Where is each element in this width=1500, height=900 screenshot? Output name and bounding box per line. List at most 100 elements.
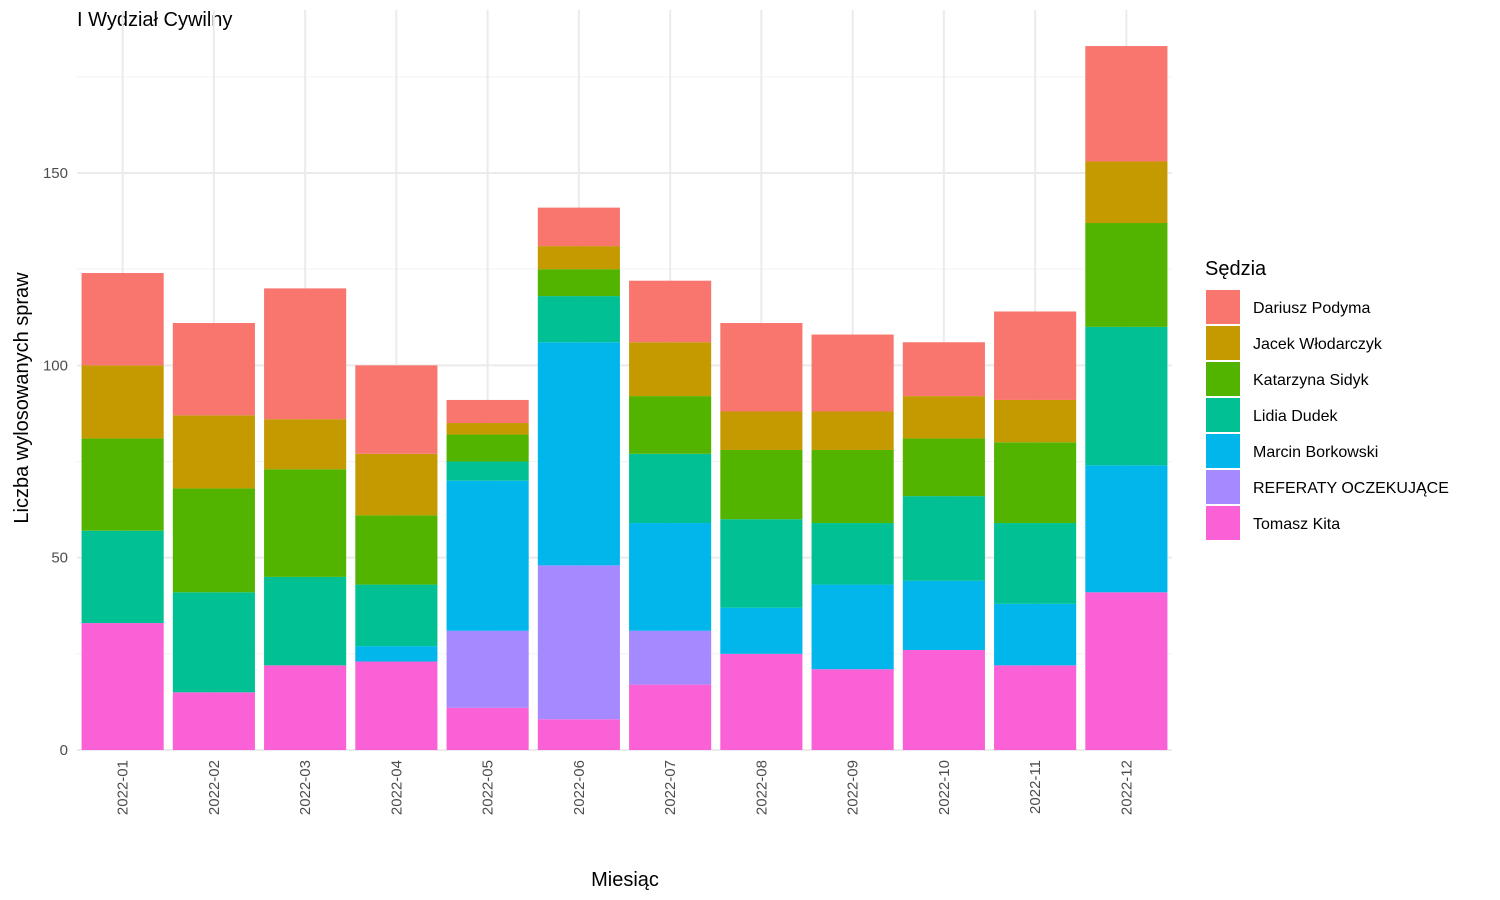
x-axis-title: Miesiąc bbox=[591, 869, 659, 891]
bar-segment bbox=[355, 365, 438, 454]
bar-segment bbox=[446, 399, 529, 424]
legend-label: Lidia Dudek bbox=[1253, 408, 1339, 425]
x-tick-label: 2022-07 bbox=[662, 760, 679, 815]
legend-swatch bbox=[1206, 326, 1240, 360]
legend-swatch bbox=[1206, 506, 1240, 540]
x-tick-label: 2022-06 bbox=[571, 760, 588, 815]
bar-segment bbox=[629, 280, 712, 343]
bar-segment bbox=[994, 603, 1077, 666]
bar-segment bbox=[629, 684, 712, 750]
bar-segment bbox=[1085, 46, 1168, 162]
bar-segment bbox=[172, 592, 255, 693]
bar-segment bbox=[902, 580, 985, 650]
bar-segment bbox=[172, 692, 255, 750]
bar-segment bbox=[902, 396, 985, 439]
bar-segment bbox=[902, 342, 985, 397]
x-tick-label: 2022-08 bbox=[753, 760, 770, 815]
bar-segment bbox=[172, 323, 255, 416]
bar-segment bbox=[446, 630, 529, 708]
bar-segment bbox=[720, 411, 803, 450]
bar-segment bbox=[355, 661, 438, 750]
bar-segment bbox=[811, 584, 894, 670]
bar-segment bbox=[1085, 161, 1168, 224]
bar-segment bbox=[355, 584, 438, 647]
legend-label: Tomasz Kita bbox=[1253, 516, 1340, 533]
x-tick-label: 2022-02 bbox=[206, 760, 223, 815]
y-tick-label: 50 bbox=[51, 550, 68, 567]
bar-segment bbox=[537, 269, 620, 297]
y-tick-label: 0 bbox=[60, 742, 68, 759]
bar-segment bbox=[264, 469, 347, 577]
bar-segment bbox=[537, 565, 620, 720]
bar-segment bbox=[720, 653, 803, 750]
bar-segment bbox=[446, 480, 529, 631]
bar-segment bbox=[446, 707, 529, 750]
bar-segment bbox=[629, 630, 712, 685]
bar-segment bbox=[537, 719, 620, 750]
bar-segment bbox=[355, 646, 438, 662]
x-axis-tick-labels: 2022-01 2022-02 2022-03 2022-04 2022-05 2022-… bbox=[115, 760, 1136, 815]
bar-segment bbox=[720, 607, 803, 654]
bar-segment bbox=[264, 288, 347, 420]
bar-segment bbox=[355, 515, 438, 585]
bars bbox=[81, 46, 1168, 750]
bar-segment bbox=[811, 334, 894, 412]
legend-label: Katarzyna Sidyk bbox=[1253, 372, 1370, 389]
x-tick-label: 2022-11 bbox=[1027, 760, 1044, 814]
bar-segment bbox=[1085, 465, 1168, 593]
legend-label: Dariusz Podyma bbox=[1253, 300, 1370, 317]
bar-segment bbox=[902, 496, 985, 581]
legend-swatch bbox=[1206, 290, 1240, 324]
y-axis-title: Liczba wylosowanych spraw bbox=[11, 272, 33, 524]
legend-label: REFERATY OCZEKUJĄCE bbox=[1253, 480, 1449, 497]
legend-swatch bbox=[1206, 362, 1240, 396]
bar-segment bbox=[1085, 592, 1168, 750]
bar-segment bbox=[537, 246, 620, 270]
bar-segment bbox=[902, 649, 985, 750]
chart-title: I Wydział Cywilny bbox=[77, 9, 232, 31]
bar-segment bbox=[720, 323, 803, 412]
x-tick-label: 2022-09 bbox=[845, 760, 862, 815]
bar-segment bbox=[902, 438, 985, 497]
x-tick-label: 2022-01 bbox=[115, 760, 132, 815]
bar-segment bbox=[172, 488, 255, 593]
bar-segment bbox=[1085, 223, 1168, 327]
legend-swatch bbox=[1206, 398, 1240, 432]
bar-segment bbox=[1085, 326, 1168, 466]
bar-segment bbox=[811, 411, 894, 450]
bar-segment bbox=[81, 530, 164, 624]
bar-segment bbox=[994, 665, 1077, 750]
bar-segment bbox=[629, 453, 712, 524]
y-tick-label: 100 bbox=[43, 357, 68, 374]
bar-segment bbox=[537, 207, 620, 247]
x-tick-label: 2022-05 bbox=[480, 760, 497, 815]
bar-segment bbox=[264, 576, 347, 666]
bar-segment bbox=[355, 453, 438, 516]
legend-label: Marcin Borkowski bbox=[1253, 444, 1378, 461]
bar-segment bbox=[446, 423, 529, 435]
x-tick-label: 2022-04 bbox=[388, 760, 405, 815]
bar-segment bbox=[446, 434, 529, 462]
bar-segment bbox=[994, 311, 1077, 400]
x-tick-label: 2022-12 bbox=[1118, 760, 1135, 815]
bar-segment bbox=[264, 419, 347, 470]
y-axis-tick-labels: 0 50 100 150 bbox=[43, 165, 68, 759]
bar-segment bbox=[720, 519, 803, 608]
bar-segment bbox=[994, 442, 1077, 524]
bar-segment bbox=[994, 523, 1077, 604]
bar-segment bbox=[629, 342, 712, 397]
bar-segment bbox=[811, 523, 894, 585]
bar-segment bbox=[172, 415, 255, 489]
bar-segment bbox=[811, 669, 894, 750]
x-tick-label: 2022-03 bbox=[297, 760, 314, 815]
bar-segment bbox=[994, 399, 1077, 443]
legend-label: Jacek Włodarczyk bbox=[1253, 336, 1383, 353]
bar-segment bbox=[446, 461, 529, 481]
legend: Sędzia Dariusz Podyma Jacek Włodarczyk Kat… bbox=[1205, 258, 1449, 540]
bar-segment bbox=[81, 365, 164, 439]
legend-title: Sędzia bbox=[1205, 258, 1267, 280]
bar-segment bbox=[629, 396, 712, 454]
bar-segment bbox=[264, 665, 347, 750]
bar-segment bbox=[81, 273, 164, 366]
